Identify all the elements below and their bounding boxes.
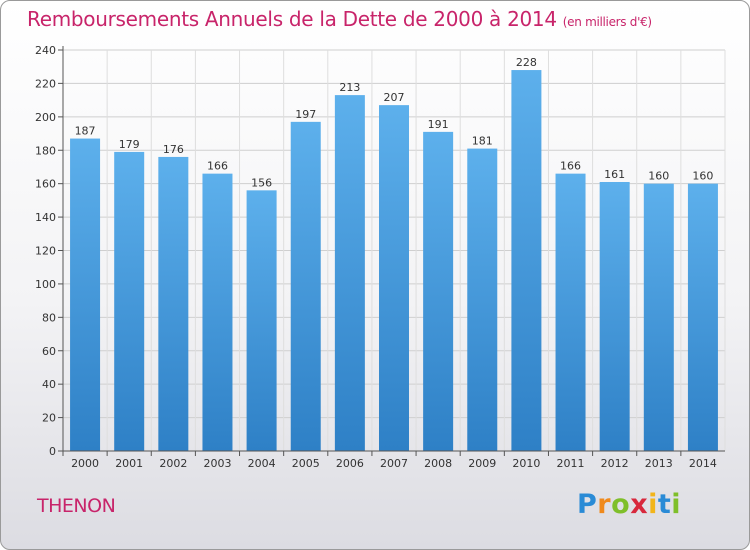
x-tick-label: 2001 [115,457,143,470]
bar-2013 [643,183,674,451]
bars: 187 179 176 166 156 197 213 207 191 181 228 166 161 1… [70,56,718,452]
bar-2014 [687,183,718,451]
bar-value-label: 160 [648,170,669,183]
x-tick-label: 2010 [512,457,540,470]
x-tick-label: 2012 [601,457,629,470]
bar-value-label: 207 [384,91,405,104]
bar-value-label: 176 [163,143,184,156]
commune-name: THENON [37,495,116,517]
chart-title: Remboursements Annuels de la Dette de 20… [27,7,652,31]
y-tick-label: 60 [42,345,56,358]
y-tick-label: 140 [35,211,56,224]
chart-title-text: Remboursements Annuels de la Dette de 20… [27,7,557,31]
bar-value-label: 179 [119,138,140,151]
bar-value-label: 161 [604,168,625,181]
y-tick-label: 0 [49,445,56,458]
y-tick-label: 100 [35,278,56,291]
x-tick-label: 2002 [159,457,187,470]
proxiti-logo: Proxiti [577,489,682,520]
bar-2007 [379,105,409,451]
bar-value-label: 191 [428,118,449,131]
bar-2000 [70,138,101,451]
y-tick-label: 220 [35,77,56,90]
x-tick-label: 2014 [689,457,717,470]
y-tick-label: 120 [35,245,56,258]
bar-value-label: 213 [339,81,360,94]
x-tick-label: 2013 [645,457,673,470]
bar-value-label: 156 [251,176,272,189]
bar-value-label: 197 [295,108,316,121]
bar-2006 [334,95,365,452]
bar-2005 [290,121,321,452]
bar-2012 [599,181,630,451]
x-tick-label: 2004 [248,457,276,470]
bar-2010 [511,70,542,452]
x-tick-label: 2008 [424,457,452,470]
bar-2008 [423,131,454,451]
x-tick-label: 2007 [380,457,408,470]
x-tick-label: 2003 [203,457,231,470]
y-tick-label: 180 [35,144,56,157]
x-tick-label: 2000 [71,457,99,470]
bar-2009 [467,148,498,451]
chart-subtitle: (en milliers d'€) [562,15,652,29]
bar-2002 [158,156,189,451]
bar-value-label: 166 [207,160,228,173]
axes: 0 20 40 60 80 100 120 140 160 180 200 220 240 2000 200… [35,44,725,470]
bar-2011 [555,173,586,451]
bar-2003 [202,173,233,451]
y-tick-label: 160 [35,178,56,191]
x-tick-label: 2005 [292,457,320,470]
y-tick-label: 240 [35,44,56,57]
bar-value-label: 228 [516,56,537,69]
bar-2001 [114,151,145,451]
y-tick-label: 80 [42,311,56,324]
bar-value-label: 181 [472,135,493,148]
y-tick-label: 40 [42,378,56,391]
x-tick-label: 2011 [557,457,585,470]
x-tick-label: 2009 [468,457,496,470]
bar-value-label: 187 [75,125,96,138]
bar-value-label: 160 [692,170,713,183]
y-tick-label: 200 [35,111,56,124]
y-tick-label: 20 [42,412,56,425]
bar-2004 [246,190,277,451]
bar-value-label: 166 [560,160,581,173]
x-tick-label: 2006 [336,457,364,470]
